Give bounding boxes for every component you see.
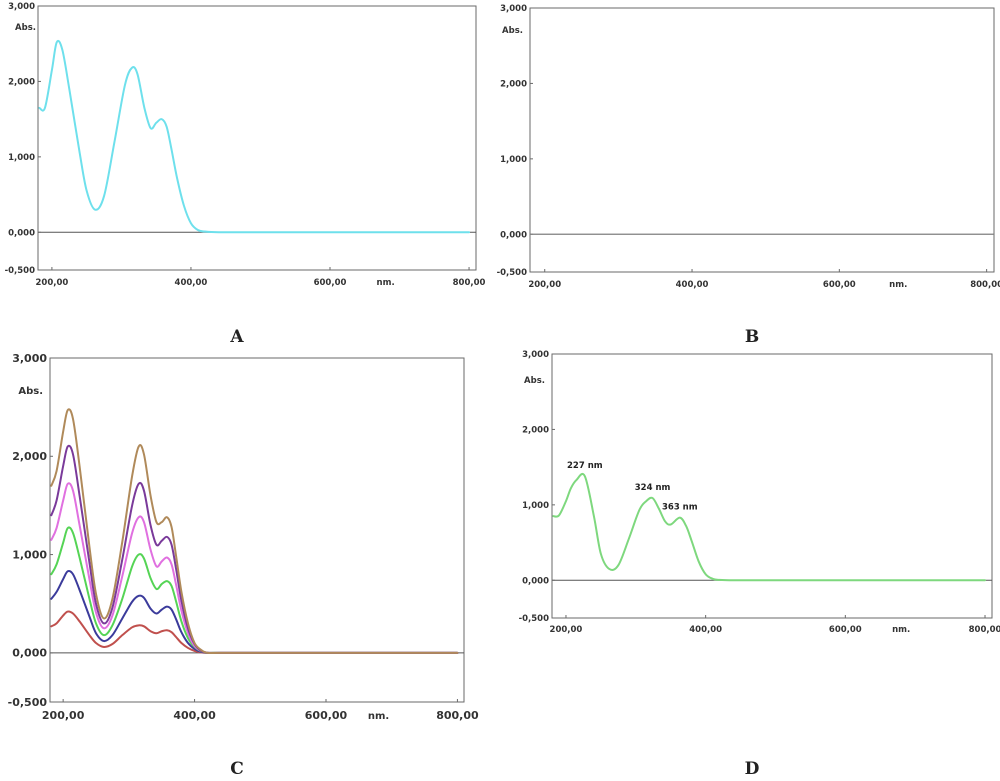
x-tick-label: 400,00: [676, 280, 709, 290]
x-tick-label: 200,00: [42, 709, 85, 722]
x-tick-label: 200,00: [35, 278, 68, 288]
y-tick-label: 2,000: [500, 79, 527, 89]
y-tick-label: 1,000: [12, 548, 47, 561]
y-tick-label: 0,000: [522, 576, 549, 586]
x-tick-label: 400,00: [173, 709, 216, 722]
panel-label: C: [230, 759, 244, 779]
y-tick-label: 1,000: [500, 155, 527, 165]
y-tick-label: -0,500: [497, 268, 527, 278]
peak-annotation: 363 nm: [662, 503, 698, 513]
x-axis-unit: nm.: [892, 625, 910, 635]
y-tick-label: 0,000: [8, 228, 35, 238]
x-tick-label: 600,00: [829, 625, 862, 635]
x-tick-label: 800,00: [970, 280, 1000, 290]
y-tick-label: 2,000: [8, 77, 35, 87]
series-line-1: [38, 39, 471, 234]
y-tick-label: 2,000: [522, 425, 549, 435]
peak-annotation: 324 nm: [635, 483, 671, 493]
x-tick-label: 800,00: [969, 625, 1000, 635]
peak-annotation: 227 nm: [567, 461, 603, 471]
x-tick-label: 600,00: [305, 709, 348, 722]
y-tick-label: 2,000: [12, 450, 47, 463]
x-tick-label: 400,00: [689, 625, 722, 635]
y-tick-label: 3,000: [522, 350, 549, 360]
plot-frame: [37, 5, 477, 271]
y-axis-label: Abs.: [524, 376, 545, 386]
y-tick-label: 3,000: [12, 352, 47, 365]
y-tick-label: 0,000: [12, 647, 47, 660]
y-tick-label: 1,000: [8, 153, 35, 163]
x-tick-label: 600,00: [314, 278, 347, 288]
series-line-6: [50, 408, 459, 655]
series-group: [38, 39, 471, 234]
y-tick-label: -0,500: [8, 696, 48, 709]
x-tick-label: 200,00: [550, 625, 583, 635]
x-tick-label: 200,00: [528, 280, 561, 290]
y-tick-label: 3,000: [8, 2, 35, 12]
x-tick-label: 800,00: [436, 709, 479, 722]
y-axis-label: Abs.: [18, 386, 43, 397]
y-tick-label: -0,500: [5, 266, 35, 276]
x-axis-unit: nm.: [377, 278, 395, 288]
plot-frame: [551, 353, 993, 619]
series-group: [50, 408, 459, 655]
series-group: [552, 472, 987, 582]
y-axis-label: Abs.: [502, 26, 523, 36]
x-tick-label: 400,00: [175, 278, 208, 288]
x-axis-unit: nm.: [368, 711, 389, 722]
y-tick-label: 1,000: [522, 501, 549, 511]
plot-frame: [529, 7, 995, 273]
x-tick-label: 600,00: [823, 280, 856, 290]
x-tick-label: 800,00: [453, 278, 486, 288]
y-tick-label: -0,500: [519, 614, 549, 624]
panel-label: A: [229, 327, 244, 347]
x-axis-unit: nm.: [889, 280, 907, 290]
series-line-1: [552, 472, 987, 582]
y-tick-label: 3,000: [500, 4, 527, 14]
y-tick-label: 0,000: [500, 230, 527, 240]
panel-label: D: [745, 759, 760, 779]
panel-label: B: [745, 327, 759, 347]
y-axis-label: Abs.: [15, 23, 36, 33]
plot-frame: [49, 357, 465, 703]
